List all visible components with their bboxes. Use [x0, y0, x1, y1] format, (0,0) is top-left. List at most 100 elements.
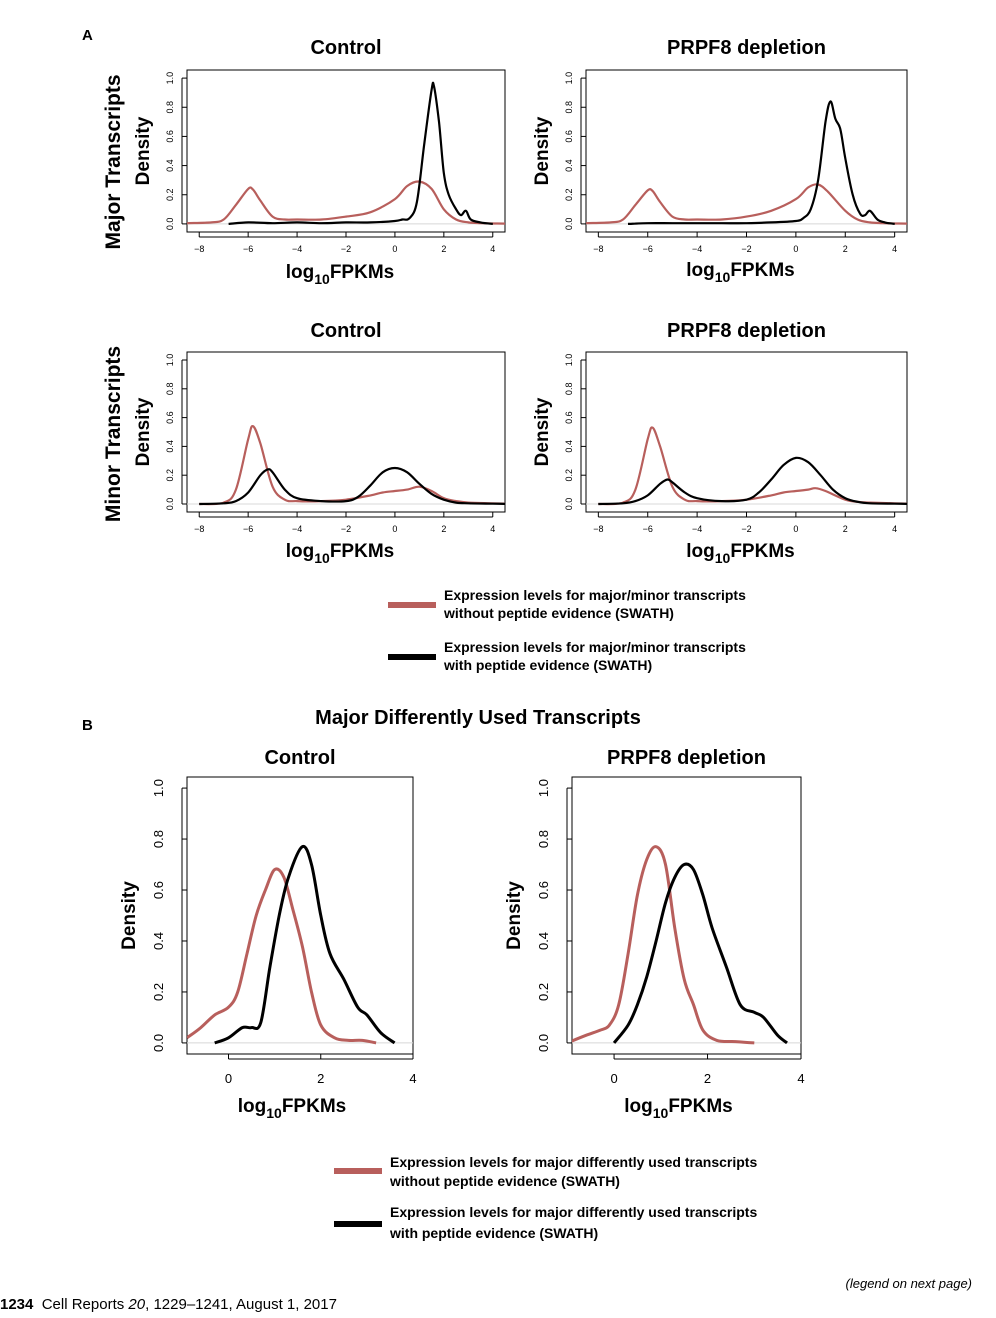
- x-axis-label: log10FPKMs: [286, 262, 394, 287]
- y-tick-label: 0.0: [165, 498, 175, 511]
- x-tick-label: −4: [692, 524, 702, 534]
- x-axis-label-sub: 10: [653, 1105, 669, 1121]
- y-tick-label: 0.4: [536, 932, 551, 950]
- x-tick-label: −8: [593, 244, 603, 254]
- plot-frame: [571, 776, 802, 1055]
- chart-minor-prpf8: PRPF8 depletion −8 −6 −4 −2 0 2 4 0.0 0.2 0.4 0.6 0.…: [532, 320, 908, 566]
- y-tick-label: 0.0: [564, 498, 574, 511]
- legend-note: (legend on next page): [845, 1276, 972, 1291]
- chart-b-prpf8: PRPF8 depletion 0 2 4 0.0 0.2 0.4 0.6 0.8 1.0 Dens…: [504, 747, 805, 1121]
- chart-title: PRPF8 depletion: [667, 37, 826, 59]
- chart-title: Control: [310, 37, 381, 59]
- y-tick-label: 0.8: [165, 101, 175, 114]
- y-tick-label: 0.6: [564, 130, 574, 143]
- series-line-with-peptide: [627, 100, 895, 225]
- chart-major-control: Control −8 −6 −4 −2 0 2 4 0.0 0.2 0.4 0.6 0.8 1.0 Dens…: [133, 37, 506, 287]
- y-tick-label: 0.0: [564, 218, 574, 231]
- x-axis-label-sub: 10: [715, 269, 731, 285]
- x-tick-label: 2: [843, 244, 848, 254]
- x-axis-label-log: log: [686, 541, 715, 562]
- legend-a-without-line1: Expression levels for major/minor transc…: [444, 587, 746, 603]
- x-tick-label: 0: [225, 1071, 232, 1086]
- panel-label-a: A: [82, 27, 93, 44]
- legend-b-with-line1: Expression levels for major differently …: [390, 1204, 757, 1220]
- y-tick-label: 1.0: [564, 72, 574, 85]
- x-tick-label: 4: [892, 524, 897, 534]
- x-axis-label-sub: 10: [314, 550, 330, 566]
- x-axis-label-unit: FPKMs: [668, 1096, 732, 1117]
- y-tick-label: 0.4: [165, 440, 175, 453]
- y-tick-label: 0.0: [536, 1034, 551, 1052]
- chart-major-prpf8: PRPF8 depletion −8 −6 −4 −2 0 2 4 0.0 0.2 0.4 0.6 0.…: [532, 37, 908, 285]
- series-line-without-peptide: [586, 183, 907, 225]
- x-tick-label: −2: [341, 524, 351, 534]
- x-tick-label: −6: [643, 524, 653, 534]
- y-tick-label: 1.0: [151, 779, 166, 797]
- y-tick-label: 0.8: [564, 383, 574, 396]
- x-tick-label: −6: [643, 244, 653, 254]
- x-tick-label: 0: [610, 1071, 617, 1086]
- panel-label-b: B: [82, 717, 93, 734]
- x-tick-label: 2: [704, 1071, 711, 1086]
- y-tick-label: 1.0: [165, 72, 175, 85]
- y-tick-label: 0.2: [564, 188, 574, 201]
- x-tick-label: 0: [392, 244, 397, 254]
- y-axis-label: Density: [133, 116, 154, 185]
- x-tick-label: −8: [593, 524, 603, 534]
- x-axis-label: log10FPKMs: [686, 541, 794, 566]
- x-tick-label: −4: [292, 524, 302, 534]
- legend-a-without-line2: without peptide evidence (SWATH): [443, 605, 674, 621]
- plot-frame: [186, 776, 414, 1055]
- legend-b-with-line2: with peptide evidence (SWATH): [389, 1225, 598, 1241]
- y-tick-label: 0.0: [165, 218, 175, 231]
- y-axis-label: Density: [119, 881, 140, 950]
- x-axis-label-log: log: [238, 1096, 267, 1117]
- x-axis-label-sub: 10: [314, 271, 330, 287]
- row-label-major: Major Transcripts: [102, 74, 125, 249]
- y-tick-label: 0.4: [564, 440, 574, 453]
- x-tick-label: 4: [490, 244, 495, 254]
- x-tick-label: −8: [194, 524, 204, 534]
- series-line-with-peptide: [598, 456, 907, 506]
- series-line-without-peptide: [187, 180, 505, 225]
- y-tick-label: 0.2: [165, 469, 175, 482]
- chart-title: Control: [264, 747, 335, 769]
- x-tick-label: 2: [441, 524, 446, 534]
- legend-a-with-line1: Expression levels for major/minor transc…: [444, 639, 746, 655]
- y-tick-label: 0.6: [151, 881, 166, 899]
- y-axis-label: Density: [532, 397, 553, 466]
- x-axis-label-log: log: [686, 260, 715, 281]
- y-tick-label: 1.0: [536, 779, 551, 797]
- x-tick-label: 0: [793, 524, 798, 534]
- x-axis-label: log10FPKMs: [686, 260, 794, 285]
- footer-rest: , 1229–1241, August 1, 2017: [145, 1296, 337, 1313]
- y-axis-label: Density: [504, 881, 525, 950]
- legend-a-with-line2: with peptide evidence (SWATH): [443, 657, 652, 673]
- y-tick-label: 0.4: [151, 932, 166, 950]
- series-line-without-peptide: [598, 426, 907, 506]
- x-tick-label: 2: [843, 524, 848, 534]
- y-tick-label: 0.8: [165, 383, 175, 396]
- chart-title: PRPF8 depletion: [667, 320, 826, 342]
- row-label-minor: Minor Transcripts: [102, 346, 125, 522]
- x-tick-label: −2: [741, 244, 751, 254]
- x-tick-label: 0: [392, 524, 397, 534]
- x-tick-label: −4: [692, 244, 702, 254]
- chart-title: PRPF8 depletion: [607, 747, 766, 769]
- x-axis-label: log10FPKMs: [286, 541, 394, 566]
- x-tick-label: 4: [797, 1071, 804, 1086]
- plot-frame: [186, 351, 506, 513]
- y-tick-label: 0.8: [151, 830, 166, 848]
- x-tick-label: −6: [243, 524, 253, 534]
- plot-frame: [585, 351, 908, 513]
- footer-page-number: 1234: [0, 1296, 34, 1313]
- series-line-with-peptide: [214, 844, 396, 1045]
- y-tick-label: 0.8: [536, 830, 551, 848]
- x-tick-label: 4: [892, 244, 897, 254]
- x-axis-label-unit: FPKMs: [330, 262, 394, 283]
- x-axis-label: log10FPKMs: [624, 1096, 732, 1121]
- legend-b-without-line2: without peptide evidence (SWATH): [389, 1173, 620, 1189]
- y-tick-label: 0.4: [165, 159, 175, 172]
- x-axis-label-unit: FPKMs: [282, 1096, 346, 1117]
